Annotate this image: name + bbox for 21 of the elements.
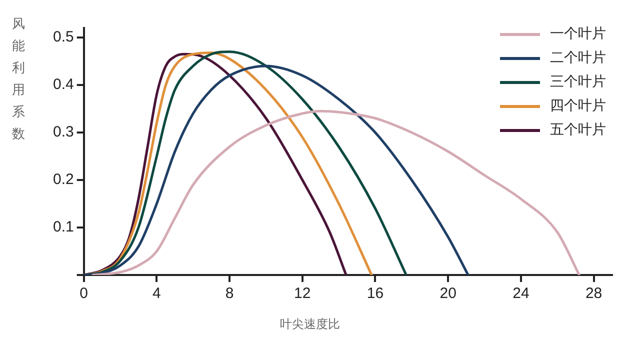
y-axis-title: 风能利用系数 xyxy=(12,16,26,144)
y-tick-label: 0.1 xyxy=(52,218,74,236)
legend-label: 一个叶片 xyxy=(550,25,606,43)
x-tick-label: 0 xyxy=(80,285,88,302)
x-tick-label: 4 xyxy=(152,285,161,302)
x-tick-label: 20 xyxy=(440,285,456,302)
x-tick-label: 28 xyxy=(585,285,602,302)
legend-label: 三个叶片 xyxy=(550,73,606,91)
y-tick-label: 0.2 xyxy=(52,171,74,188)
x-tick-label: 12 xyxy=(294,285,311,302)
legend-label: 四个叶片 xyxy=(550,97,606,115)
y-tick-label: 0.4 xyxy=(52,76,74,94)
legend-label: 五个叶片 xyxy=(550,121,606,139)
x-tick-label: 24 xyxy=(512,285,530,302)
legend-label: 二个叶片 xyxy=(550,49,606,67)
line-series xyxy=(84,64,470,275)
y-tick-label: 0.5 xyxy=(52,28,74,46)
y-tick-label: 0.3 xyxy=(52,124,74,141)
x-tick-label: 16 xyxy=(366,285,384,302)
x-axis-title: 叶尖速度比 xyxy=(280,316,340,333)
x-tick-label: 8 xyxy=(225,285,234,302)
